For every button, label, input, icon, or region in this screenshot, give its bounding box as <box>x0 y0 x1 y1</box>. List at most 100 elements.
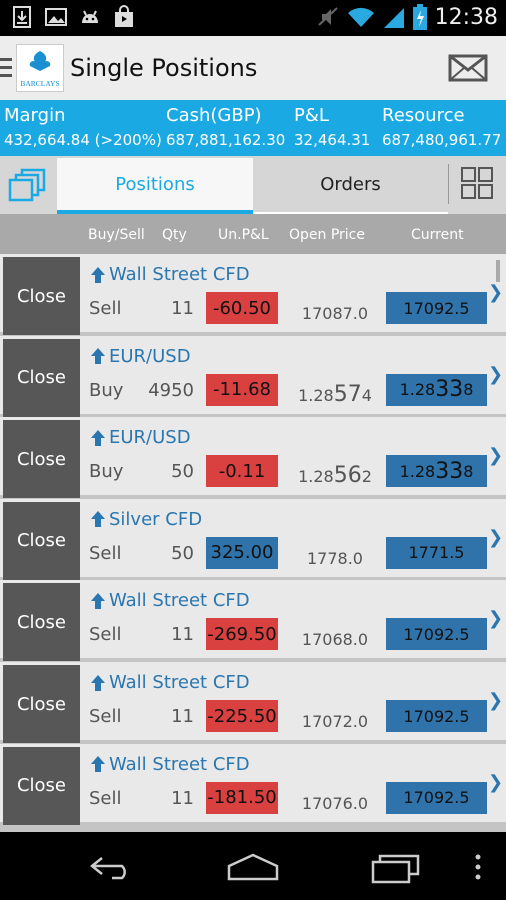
arrow-up-icon <box>91 348 105 365</box>
chevron-right-icon[interactable]: ❯ <box>488 445 504 467</box>
mute-icon <box>317 7 338 26</box>
overflow-menu-icon[interactable] <box>474 852 482 882</box>
account-summary: Margin 432,664.84 (>200%) Cash(GBP) 687,… <box>0 100 506 156</box>
col-current: Current <box>411 227 464 243</box>
instrument-name: Wall Street CFD <box>109 753 250 775</box>
open-price: 17068.0 <box>290 626 380 651</box>
direction: Sell <box>89 298 122 319</box>
positions-list[interactable]: Close Wall Street CFD Sell 11 -60.50 17087.0 1… <box>0 254 506 832</box>
instrument: Wall Street CFD <box>90 590 250 611</box>
open-price-main: 17076.0 <box>301 793 369 813</box>
cash-summary: Cash(GBP) 687,881,162.30 <box>166 104 285 152</box>
quantity: 50 <box>171 461 194 483</box>
current-price-main: 1771.5 <box>408 543 465 563</box>
signal-icon <box>383 8 404 28</box>
tab-divider <box>448 164 449 204</box>
col-unrealised-pnl: Un.P&L <box>218 227 269 243</box>
chevron-right-icon[interactable]: ❯ <box>488 690 504 711</box>
direction: Buy <box>89 379 124 401</box>
position-row[interactable]: Close EUR/USD Buy 50 -0.11 1.28562 1.28 33 8 ❯ <box>0 417 506 499</box>
position-row[interactable]: Close Wall Street CFD Sell 11 -181.50 17076.0… <box>0 743 506 825</box>
open-price: 1.28562 <box>290 463 380 488</box>
download-icon <box>13 6 31 28</box>
shopping-bag-icon <box>115 5 133 27</box>
instrument-name: EUR/USD <box>109 345 191 367</box>
stacked-windows-icon[interactable] <box>8 168 48 204</box>
instrument: EUR/USD <box>90 427 191 448</box>
margin-label: Margin <box>4 105 66 126</box>
instrument: Wall Street CFD <box>90 264 250 285</box>
current-price[interactable]: 17092.5 <box>386 781 487 814</box>
chevron-right-icon[interactable]: ❯ <box>488 608 504 630</box>
grid-view-icon[interactable] <box>460 166 494 200</box>
current-price-fraction: 8 <box>463 461 474 481</box>
close-position-button[interactable]: Close <box>3 501 80 580</box>
current-price[interactable]: 17092.5 <box>386 618 487 651</box>
resource-summary: Resource 687,480,961.77 <box>382 104 501 152</box>
status-bar: 12:38 <box>0 0 506 36</box>
pnl-summary: P&L 32,464.31 <box>294 104 370 152</box>
open-price: 17087.0 <box>290 300 380 325</box>
close-position-button[interactable]: Close <box>3 257 80 335</box>
chevron-right-icon[interactable]: ❯ <box>488 363 504 385</box>
close-position-button[interactable]: Close <box>3 746 80 825</box>
barclays-logo[interactable]: BARCLAYS <box>16 44 64 92</box>
open-price: 1778.0 <box>290 545 380 570</box>
direction: Sell <box>89 706 122 727</box>
current-price[interactable]: 17092.5 <box>386 292 487 324</box>
chevron-right-icon[interactable]: ❯ <box>488 282 504 303</box>
position-row[interactable]: Close Wall Street CFD Sell 11 -225.50 17072.0… <box>0 662 506 743</box>
quantity: 50 <box>171 542 194 564</box>
tab-orders[interactable]: Orders <box>253 158 448 214</box>
instrument: Wall Street CFD <box>90 754 250 775</box>
unrealised-pnl: -269.50 <box>206 618 278 651</box>
close-position-button[interactable]: Close <box>3 583 80 662</box>
direction: Sell <box>89 624 122 646</box>
unrealised-pnl: -60.50 <box>206 292 278 324</box>
col-open-price: Open Price <box>289 227 365 243</box>
open-price: 17072.0 <box>290 708 380 733</box>
mail-icon[interactable] <box>448 52 488 84</box>
close-position-button[interactable]: Close <box>3 338 80 417</box>
unrealised-pnl: 325.00 <box>206 536 278 569</box>
drawer-indicator-icon[interactable] <box>0 58 12 80</box>
scrollbar[interactable] <box>496 260 500 282</box>
open-price-main: 1.28 <box>298 385 334 405</box>
current-price-main: 17092.5 <box>403 624 470 644</box>
current-price[interactable]: 1771.5 <box>386 536 487 569</box>
chevron-right-icon[interactable]: ❯ <box>488 771 504 793</box>
unrealised-pnl: -225.50 <box>206 700 278 732</box>
open-price: 1.28574 <box>290 382 380 407</box>
tab-positions[interactable]: Positions <box>57 158 253 214</box>
position-row[interactable]: Close Wall Street CFD Sell 11 -269.50 17068.0… <box>0 580 506 662</box>
cash-label: Cash(GBP) <box>166 105 262 126</box>
wifi-icon <box>347 7 374 27</box>
logo-text: BARCLAYS <box>20 79 59 88</box>
instrument: EUR/USD <box>90 346 191 367</box>
page-title: Single Positions <box>70 54 258 82</box>
current-price[interactable]: 1.28 33 8 <box>386 373 487 406</box>
position-row[interactable]: Close Wall Street CFD Sell 11 -60.50 17087.0 1… <box>0 254 506 335</box>
close-position-button[interactable]: Close <box>3 665 80 743</box>
arrow-up-icon <box>91 674 105 691</box>
current-price-main: 1.28 <box>399 380 436 400</box>
back-icon[interactable] <box>88 854 136 880</box>
arrow-up-icon <box>91 756 105 773</box>
tab-bar: Positions Orders <box>0 156 506 214</box>
position-row[interactable]: Close Silver CFD Sell 50 325.00 1778.0 1771.5 ❯ <box>0 498 506 580</box>
home-icon[interactable] <box>226 852 280 882</box>
recent-apps-icon[interactable] <box>370 852 422 884</box>
navigation-bar <box>0 832 506 900</box>
current-price[interactable]: 17092.5 <box>386 700 487 732</box>
open-price-main: 17068.0 <box>301 630 369 650</box>
clock: 12:38 <box>434 4 498 30</box>
current-price[interactable]: 1.28 33 8 <box>386 455 487 488</box>
pnl-label: P&L <box>294 105 329 126</box>
position-row[interactable]: Close EUR/USD Buy 4950 -11.68 1.28574 1.28 33 8 ❯ <box>0 335 506 417</box>
chevron-right-icon[interactable]: ❯ <box>488 526 504 548</box>
quantity: 11 <box>171 706 194 727</box>
close-position-button[interactable]: Close <box>3 420 80 499</box>
instrument-name: Wall Street CFD <box>109 264 250 285</box>
current-price-main: 17092.5 <box>403 788 470 808</box>
quantity: 4950 <box>148 379 194 401</box>
